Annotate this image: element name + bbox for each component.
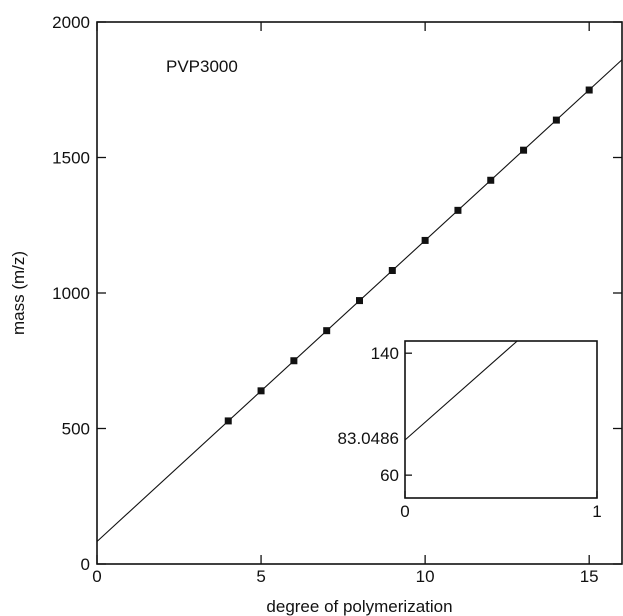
y-tick-label: 2000: [52, 13, 90, 32]
data-point: [552, 116, 560, 124]
data-point: [421, 236, 429, 244]
data-point: [585, 86, 593, 94]
inset-x-tick-label: 1: [592, 502, 601, 521]
data-point: [388, 267, 396, 275]
x-axis-title: degree of polymerization: [266, 597, 452, 616]
main-y-ticks: 0 500 1000 1500 2000: [52, 13, 622, 574]
inset-intercept-label: 83.0486: [338, 429, 399, 448]
data-point: [290, 357, 298, 365]
x-tick-label: 10: [416, 567, 435, 586]
inset-y-ticks: 60 140: [371, 344, 412, 485]
y-axis-title: mass (m/z): [9, 251, 28, 335]
data-point: [323, 327, 331, 335]
y-tick-label: 0: [81, 555, 90, 574]
data-point: [224, 417, 232, 425]
inset-background: [405, 341, 597, 498]
data-point: [454, 206, 462, 214]
y-tick-label: 500: [62, 420, 90, 439]
x-tick-label: 0: [92, 567, 101, 586]
inset-y-tick-label: 140: [371, 344, 399, 363]
inset-y-tick-label: 60: [380, 466, 399, 485]
inset-fit-line: [404, 340, 518, 441]
inset-frame: [404, 340, 598, 499]
data-point: [356, 297, 363, 305]
x-tick-label: 15: [580, 567, 599, 586]
y-tick-label: 1500: [52, 149, 90, 168]
data-point: [257, 387, 265, 395]
data-point: [520, 146, 528, 154]
series-annotation: PVP3000: [166, 57, 238, 76]
y-tick-label: 1000: [52, 284, 90, 303]
data-point: [487, 176, 495, 184]
main-x-ticks: 0 5 10 15: [92, 22, 599, 586]
x-tick-label: 5: [256, 567, 265, 586]
main-markers: [224, 86, 593, 425]
inset-x-tick-label: 0: [400, 502, 409, 521]
